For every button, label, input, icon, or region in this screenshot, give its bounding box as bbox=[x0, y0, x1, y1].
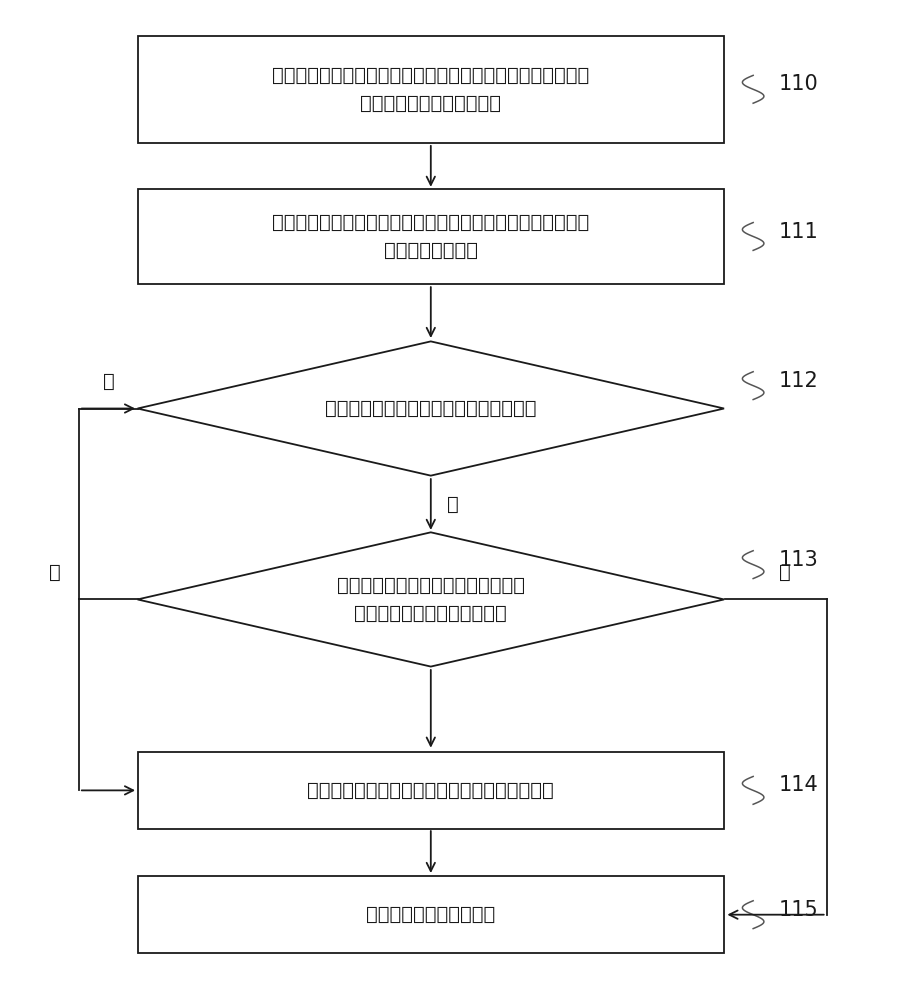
FancyBboxPatch shape bbox=[138, 36, 724, 143]
Text: 判断修改项是否对应有第二全局事务日志: 判断修改项是否对应有第二全局事务日志 bbox=[325, 399, 537, 418]
Polygon shape bbox=[138, 341, 724, 476]
Text: 接收终端发送的目标事务的分支请求，分支请求中包括目标事
务的修改项的信息: 接收终端发送的目标事务的分支请求，分支请求中包括目标事 务的修改项的信息 bbox=[272, 213, 589, 260]
Text: 111: 111 bbox=[778, 222, 818, 241]
Text: 是: 是 bbox=[778, 563, 790, 582]
Text: 110: 110 bbox=[778, 74, 818, 94]
FancyBboxPatch shape bbox=[138, 189, 724, 284]
Text: 是: 是 bbox=[447, 494, 459, 513]
Text: 114: 114 bbox=[778, 775, 818, 795]
Polygon shape bbox=[138, 532, 724, 667]
Text: 形成第一全局事务日志与修改项之间的映射关系: 形成第一全局事务日志与修改项之间的映射关系 bbox=[307, 781, 554, 800]
Text: 112: 112 bbox=[778, 371, 818, 391]
Text: 接收终端发送的目标事务的创建请求，并根据创建请求生成目
标事务的第一全局事务日志: 接收终端发送的目标事务的创建请求，并根据创建请求生成目 标事务的第一全局事务日志 bbox=[272, 66, 589, 113]
Text: 触发执行分支事务的操作: 触发执行分支事务的操作 bbox=[366, 905, 496, 924]
Text: 115: 115 bbox=[778, 900, 818, 920]
FancyBboxPatch shape bbox=[138, 752, 724, 829]
Text: 113: 113 bbox=[778, 550, 818, 570]
FancyBboxPatch shape bbox=[138, 876, 724, 953]
Text: 确定第二全局事务日志的标识是否与
第一全局事务日志的标识相同: 确定第二全局事务日志的标识是否与 第一全局事务日志的标识相同 bbox=[337, 576, 524, 623]
Text: 否: 否 bbox=[50, 563, 61, 582]
Text: 否: 否 bbox=[103, 372, 114, 391]
